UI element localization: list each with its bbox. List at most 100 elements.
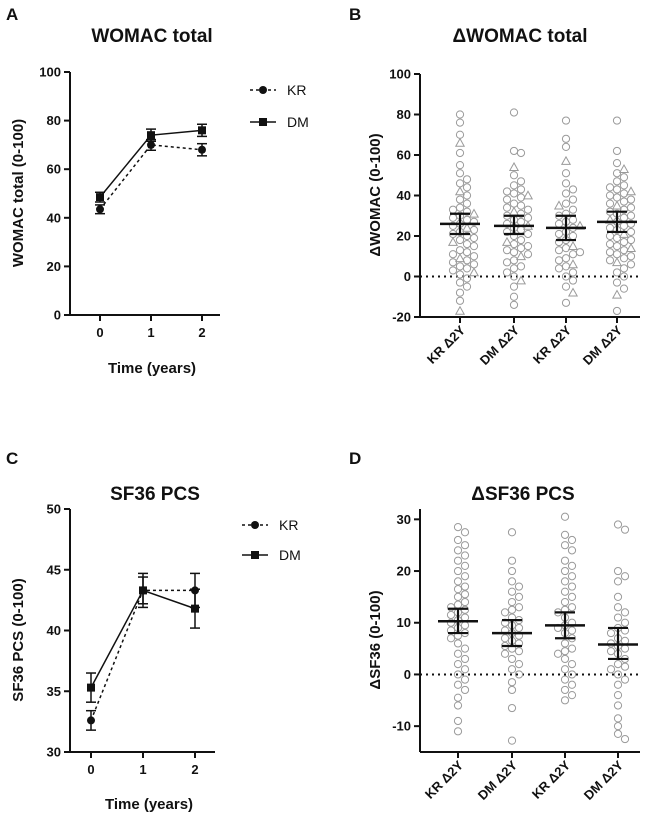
panel-b-point (554, 237, 564, 247)
panel-b-point (448, 213, 458, 222)
panel-d-point (567, 603, 577, 612)
panel-c-x-tick-label: 2 (191, 762, 198, 777)
panel-d-point (560, 566, 570, 576)
panel-b-point (567, 287, 579, 297)
panel-b-point (448, 221, 458, 230)
panel-b-point (604, 214, 616, 224)
panel-d-point (453, 566, 463, 576)
panel-b-x-tick-label: KR Δ2Y (530, 322, 575, 367)
panel-b-y-tick-label: 60 (397, 148, 411, 163)
panel-c-y-tick-label: 30 (47, 745, 61, 760)
panel-a-y-tick-label: 20 (47, 259, 61, 274)
panel-b-point (568, 268, 578, 277)
panel-b-point (605, 199, 615, 208)
panel-a-legend: KR DM (250, 82, 309, 130)
panel-b-point (523, 205, 533, 214)
panel-b-point (502, 195, 512, 204)
panel-d-y-axis-label: ΔSF36 (0-100) (367, 590, 384, 689)
panel-b-point (605, 223, 615, 232)
panel-d-point (446, 618, 456, 627)
panel-b-point (612, 242, 622, 251)
panel-d-y-tick-label: 20 (397, 564, 411, 579)
panel-b-point (619, 284, 629, 293)
panel-c-point-dm (191, 604, 199, 613)
panel-d-point (460, 621, 470, 630)
legend-label-dm: DM (279, 547, 301, 563)
panel-b-point (619, 264, 629, 273)
panel-b-point (605, 240, 615, 249)
panel-b-point (619, 189, 629, 198)
panel-d-point (613, 670, 623, 679)
panel-d-point (507, 685, 517, 695)
panel-b-point (523, 250, 533, 259)
panel-d-point (560, 685, 570, 695)
panel-b-point (455, 148, 465, 158)
panel-d-point (567, 626, 577, 635)
panel-d-point (460, 590, 470, 599)
panel-b-point (619, 197, 629, 206)
panel-d-point (453, 660, 463, 669)
legend-marker-dm (251, 551, 259, 559)
panel-b-point (509, 256, 519, 265)
panel-d-point (460, 582, 470, 591)
panel-d-point (446, 634, 456, 643)
panel-d-point (514, 670, 524, 679)
panel-d-point (567, 592, 577, 601)
panel-b-point (455, 130, 465, 139)
panel-b-point (626, 227, 636, 237)
panel-d-point (553, 649, 563, 658)
panel-d-point (613, 680, 623, 689)
panel-d-point (500, 649, 510, 658)
panel-b-point (612, 185, 622, 194)
panel-d-point (560, 587, 570, 596)
panel-b-y-axis-label: ΔWOMAC (0-100) (367, 133, 384, 256)
panel-d-point (460, 665, 470, 674)
panel-b-point (462, 183, 472, 192)
panel-b-point (605, 256, 615, 265)
panel-a: A WOMAC total WOMAC total (0-100) Time (… (6, 5, 309, 377)
panel-d-point (514, 623, 524, 633)
panel-d-point (560, 696, 570, 705)
panel-c-legend: KR DM (242, 517, 301, 563)
panel-d-x-tick-label: DM Δ2Y (475, 757, 521, 803)
panel-b-point (568, 215, 578, 224)
panel-c-y-ticks: 30 35 40 45 50 (47, 502, 70, 760)
legend-item-kr: KR (242, 517, 298, 533)
panel-d-point (606, 647, 616, 656)
panel-d-x-tick-label: KR Δ2Y (529, 757, 574, 802)
panel-a-point-dm (96, 193, 104, 202)
panel-d-point (613, 577, 623, 586)
panel-b-point (618, 163, 630, 174)
panel-b-point (619, 272, 629, 281)
panel-d-point (446, 603, 456, 612)
panel-d-point (507, 736, 517, 745)
panel-d-point (507, 528, 517, 537)
panel-d-point (606, 628, 616, 638)
panel-d-point (620, 675, 630, 684)
panel-b-point (574, 220, 586, 230)
panel-d-point (453, 701, 463, 710)
panel-a-y-tick-label: 0 (54, 308, 61, 323)
panel-b-point (455, 161, 465, 170)
panel-b: B ΔWOMAC total ΔWOMAC (0-100) -20 0 20 40 60… (349, 5, 640, 368)
panel-d-point (620, 618, 630, 627)
panel-b-point (626, 203, 636, 212)
panel-d-point (567, 660, 577, 669)
panel-d-point (453, 693, 463, 702)
panel-b-point (462, 274, 472, 283)
panel-d-point (460, 541, 470, 550)
panel-d-point (460, 597, 470, 607)
panel-d-point (453, 727, 463, 736)
panel-d-point (567, 572, 577, 581)
panel-b-point (469, 242, 479, 251)
panel-d-point (507, 587, 517, 596)
panel-d-point (567, 535, 577, 545)
panel-b-point (462, 207, 472, 216)
panel-b-point (509, 248, 519, 257)
panel-d-point (560, 639, 570, 648)
panel-b-point (612, 306, 622, 316)
panel-d-y-ticks: -10 0 10 20 30 (392, 512, 420, 734)
panel-c-x-axis-label: Time (years) (105, 796, 193, 813)
panel-d-point (507, 577, 517, 586)
